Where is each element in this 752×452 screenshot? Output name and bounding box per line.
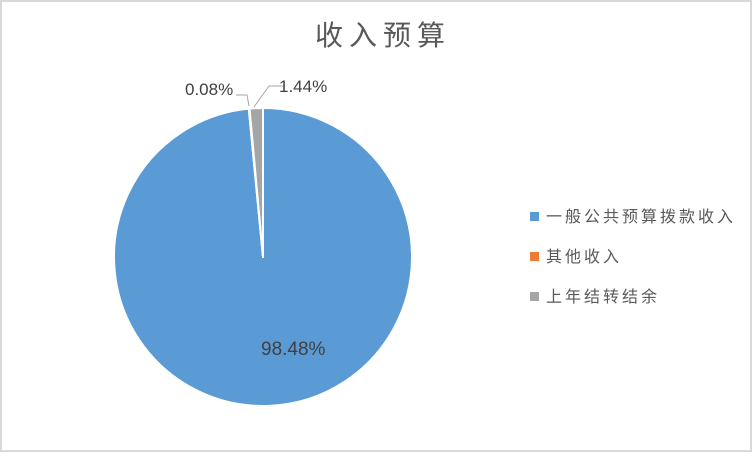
legend-label-other-income: 其他收入 — [546, 247, 623, 267]
legend: 一般公共预算拨款收入 其他收入 上年结转结余 — [530, 207, 736, 328]
legend-item-carryover: 上年结转结余 — [530, 287, 736, 306]
leader-line-other-income — [236, 94, 250, 107]
legend-item-other-income: 其他收入 — [530, 247, 736, 266]
legend-swatch-orange-icon — [530, 252, 539, 262]
pie-slice-2 — [248, 107, 264, 258]
data-label-general-budget: 98.48% — [261, 339, 326, 360]
legend-swatch-gray-icon — [530, 292, 539, 302]
leader-line-carryover — [253, 85, 283, 108]
legend-label-carryover: 上年结转结余 — [546, 287, 661, 307]
chart-title: 收入预算 — [314, 19, 451, 52]
legend-item-general-budget: 一般公共预算拨款收入 — [530, 207, 736, 226]
data-label-carryover: 1.44% — [279, 77, 328, 96]
data-label-other-income: 0.08% — [185, 80, 234, 99]
pie-slices — [113, 107, 414, 407]
legend-label-general-budget: 一般公共预算拨款收入 — [546, 207, 737, 226]
legend-swatch-blue-icon — [530, 212, 539, 222]
